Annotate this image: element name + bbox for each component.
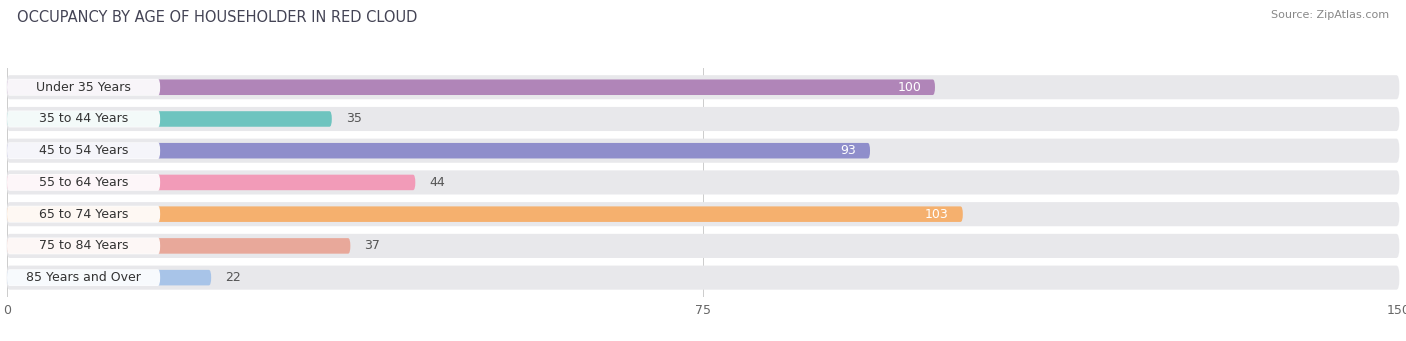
Text: 55 to 64 Years: 55 to 64 Years xyxy=(39,176,128,189)
Text: Source: ZipAtlas.com: Source: ZipAtlas.com xyxy=(1271,10,1389,20)
FancyBboxPatch shape xyxy=(7,206,160,223)
Text: 93: 93 xyxy=(841,144,856,157)
FancyBboxPatch shape xyxy=(7,234,1399,258)
FancyBboxPatch shape xyxy=(7,79,160,96)
FancyBboxPatch shape xyxy=(7,79,935,95)
Text: Under 35 Years: Under 35 Years xyxy=(37,81,131,94)
FancyBboxPatch shape xyxy=(7,202,1399,226)
FancyBboxPatch shape xyxy=(7,174,160,191)
Text: 45 to 54 Years: 45 to 54 Years xyxy=(39,144,128,157)
FancyBboxPatch shape xyxy=(7,175,415,190)
FancyBboxPatch shape xyxy=(7,107,1399,131)
FancyBboxPatch shape xyxy=(7,237,160,254)
Text: 37: 37 xyxy=(364,239,380,252)
Text: 65 to 74 Years: 65 to 74 Years xyxy=(39,208,128,221)
FancyBboxPatch shape xyxy=(7,75,1399,99)
FancyBboxPatch shape xyxy=(7,139,1399,163)
FancyBboxPatch shape xyxy=(7,269,160,286)
FancyBboxPatch shape xyxy=(7,170,1399,194)
Text: 75 to 84 Years: 75 to 84 Years xyxy=(39,239,128,252)
Text: 100: 100 xyxy=(897,81,921,94)
FancyBboxPatch shape xyxy=(7,270,211,285)
FancyBboxPatch shape xyxy=(7,266,1399,290)
FancyBboxPatch shape xyxy=(7,206,963,222)
FancyBboxPatch shape xyxy=(7,111,332,127)
Text: 103: 103 xyxy=(925,208,949,221)
FancyBboxPatch shape xyxy=(7,110,160,128)
Text: 35 to 44 Years: 35 to 44 Years xyxy=(39,113,128,125)
Text: 85 Years and Over: 85 Years and Over xyxy=(27,271,141,284)
Text: 22: 22 xyxy=(225,271,240,284)
FancyBboxPatch shape xyxy=(7,143,870,159)
Text: 44: 44 xyxy=(429,176,446,189)
FancyBboxPatch shape xyxy=(7,238,350,254)
FancyBboxPatch shape xyxy=(7,142,160,159)
Text: 35: 35 xyxy=(346,113,361,125)
Text: OCCUPANCY BY AGE OF HOUSEHOLDER IN RED CLOUD: OCCUPANCY BY AGE OF HOUSEHOLDER IN RED C… xyxy=(17,10,418,25)
